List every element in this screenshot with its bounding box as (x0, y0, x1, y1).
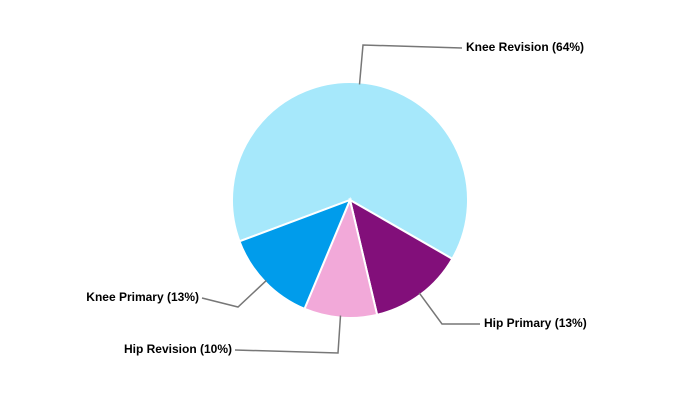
leader-line (234, 315, 342, 354)
slice-label: Knee Revision (64%) (466, 40, 584, 54)
leader-line (201, 279, 267, 308)
leader-line (418, 292, 480, 325)
leader-line (358, 44, 463, 85)
slice-label: Hip Primary (13%) (484, 316, 587, 330)
slice-label: Knee Primary (13%) (86, 290, 199, 304)
slice-label: Hip Revision (10%) (124, 342, 232, 356)
